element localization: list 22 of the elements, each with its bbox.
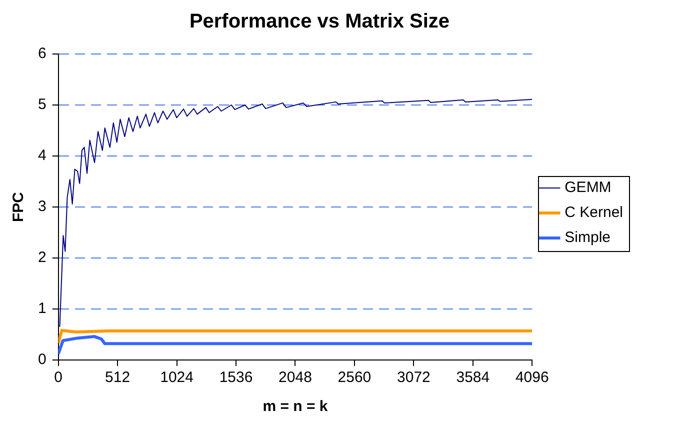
- y-tick-label: 4: [38, 147, 46, 164]
- y-axis-title: FPC: [10, 192, 28, 222]
- y-tick-label: 0: [38, 351, 46, 368]
- y-tick-label: 3: [38, 198, 46, 216]
- x-tick-label: 3072: [397, 369, 430, 386]
- y-tick-label: 6: [38, 45, 46, 62]
- x-axis-title: m = n = k: [262, 398, 328, 416]
- x-tick-label: 1536: [219, 369, 253, 386]
- x-tick-label: 1024: [160, 369, 194, 386]
- legend-label: C Kernel: [564, 204, 623, 222]
- x-tick-label: 2560: [338, 369, 372, 386]
- x-tick-label: 512: [105, 369, 130, 386]
- y-tick-label: 5: [38, 96, 46, 114]
- x-tick-label: 3584: [456, 369, 490, 386]
- legend-label: GEMM: [564, 179, 612, 196]
- chart-title: Performance vs Matrix Size: [189, 10, 450, 33]
- x-tick-label: 4096: [515, 369, 549, 386]
- legend-label: Simple: [564, 229, 610, 246]
- y-tick-label: 1: [38, 300, 46, 318]
- y-tick-label: 2: [38, 249, 46, 266]
- x-tick-label: 0: [54, 369, 63, 386]
- x-tick-label: 2048: [278, 369, 312, 386]
